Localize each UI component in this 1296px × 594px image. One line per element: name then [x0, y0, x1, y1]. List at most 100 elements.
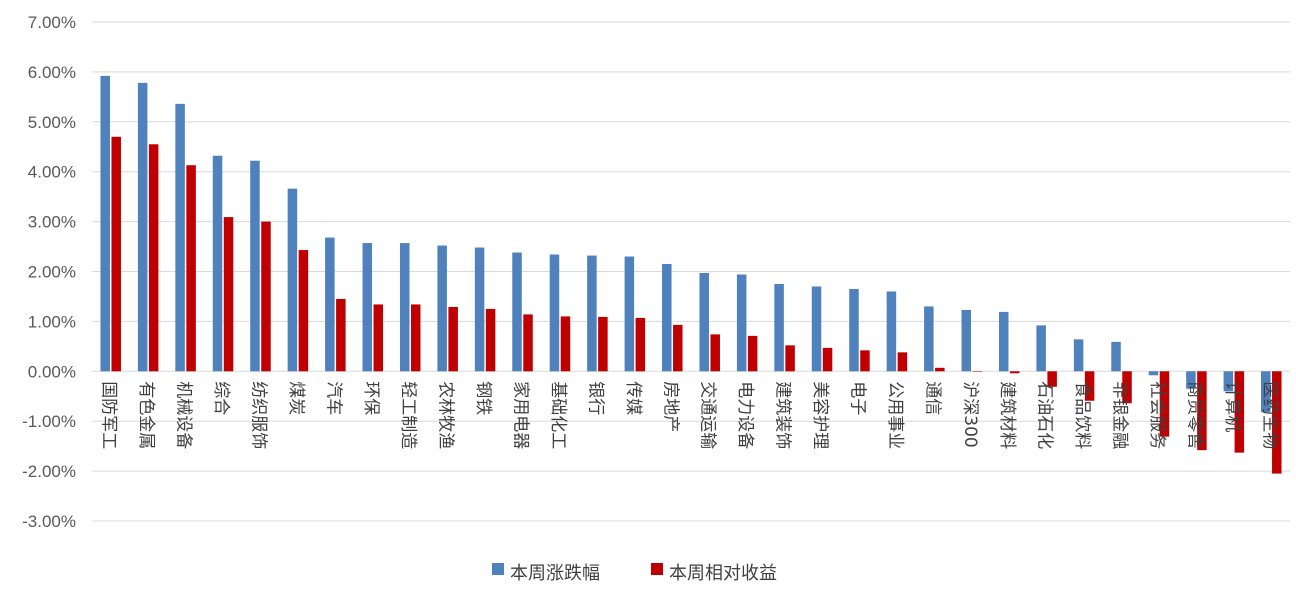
x-category-label: 基础化工 — [548, 381, 568, 449]
y-tick-label: 6.00% — [28, 63, 76, 82]
bar-relative-return — [1159, 371, 1170, 437]
x-category-label: 非银金融 — [1110, 381, 1130, 449]
bar-weekly-change — [287, 188, 298, 372]
x-category-label: 纺织服饰 — [248, 381, 268, 449]
bar-weekly-change — [137, 82, 148, 372]
x-category-label: 建筑材料 — [997, 381, 1017, 449]
x-category-label: 医药生物 — [1259, 381, 1279, 449]
x-category-label: 电力设备 — [735, 381, 755, 449]
x-category-label: 钢铁 — [473, 381, 493, 415]
bar-weekly-change — [1111, 341, 1121, 372]
bar-weekly-change — [811, 286, 822, 372]
x-category-label: 计算机 — [1222, 381, 1242, 432]
x-category-label: 商贸零售 — [1184, 381, 1204, 449]
legend: 本周涨跌幅 本周相对收益 — [492, 563, 777, 584]
x-category-label: 公用事业 — [885, 381, 905, 449]
bar-weekly-change — [362, 243, 373, 372]
x-category-label: 美容护理 — [810, 381, 830, 449]
x-category-label: 国防军工 — [99, 381, 119, 449]
x-category-label: 社会服务 — [1147, 381, 1167, 449]
x-category-label: 家用电器 — [511, 381, 531, 449]
bar-weekly-change — [736, 274, 747, 372]
y-tick-label: -3.00% — [22, 512, 76, 531]
bar-relative-return — [523, 314, 533, 372]
y-tick-label: 1.00% — [28, 312, 76, 331]
bar-relative-return — [897, 352, 908, 372]
y-axis-ticks: -3.00% -2.00% -1.00% 0.00% 1.00% 2.00% 3.00% 4.… — [22, 13, 76, 531]
bar-relative-return — [935, 367, 945, 372]
bar-weekly-change — [1073, 339, 1084, 372]
x-axis-category-labels: 国防军工 有色金属 机械设备 综合 纺织服饰 煤炭 汽车 环保 轻工制造 农林牧渔 钢铁 家用电器 基础… — [99, 381, 1280, 449]
bars — [100, 75, 1282, 474]
bar-relative-return — [1122, 371, 1132, 404]
y-tick-label: 7.00% — [28, 13, 76, 32]
bar-weekly-change — [699, 272, 709, 372]
bar-relative-return — [261, 221, 271, 372]
bar-weekly-change — [212, 155, 223, 372]
x-category-label: 传媒 — [623, 381, 643, 415]
bar-weekly-change — [1223, 371, 1234, 392]
bar-relative-return — [1009, 371, 1020, 374]
bar-weekly-change — [774, 283, 784, 372]
x-category-label: 交通运输 — [698, 381, 718, 449]
bar-relative-return — [186, 165, 196, 372]
legend-swatch-weekly-change — [492, 563, 504, 575]
x-category-label: 农林牧渔 — [436, 381, 456, 449]
bar-weekly-change — [100, 75, 110, 372]
bar-weekly-change — [961, 309, 972, 372]
y-tick-label: -1.00% — [22, 412, 76, 431]
bar-relative-return — [485, 308, 496, 372]
bar-relative-return — [223, 217, 234, 372]
bar-weekly-change — [399, 243, 410, 372]
x-category-label: 环保 — [361, 381, 381, 415]
bar-relative-return — [560, 316, 571, 372]
y-tick-label: 4.00% — [28, 163, 76, 182]
bar-weekly-change — [175, 103, 185, 372]
bar-relative-return — [336, 298, 346, 372]
y-tick-label: 5.00% — [28, 113, 76, 132]
y-tick-label: -2.00% — [22, 462, 76, 481]
bar-relative-return — [673, 324, 683, 372]
x-category-label: 轻工制造 — [398, 381, 418, 449]
bar-relative-return — [972, 371, 983, 372]
bar-weekly-change — [998, 311, 1009, 372]
bar-relative-return — [111, 136, 121, 372]
bar-relative-return — [1084, 371, 1095, 401]
legend-label-weekly-change: 本周涨跌幅 — [510, 563, 600, 584]
bar-relative-return — [1234, 371, 1245, 453]
bar-relative-return — [373, 304, 384, 372]
bar-relative-return — [410, 304, 421, 372]
x-category-label: 食品饮料 — [1072, 381, 1092, 449]
x-category-label: 综合 — [211, 381, 231, 415]
bar-weekly-change — [587, 255, 597, 372]
x-category-label: 银行 — [585, 381, 605, 415]
bar-weekly-change — [549, 254, 560, 372]
y-tick-label: 0.00% — [28, 362, 76, 381]
bar-weekly-change — [1148, 371, 1159, 376]
bar-weekly-change — [1261, 371, 1271, 413]
bar-weekly-change — [924, 306, 934, 372]
y-tick-label: 3.00% — [28, 213, 76, 232]
bar-relative-return — [148, 144, 159, 372]
bar-relative-return — [448, 306, 458, 372]
bar-relative-return — [710, 334, 720, 372]
bar-weekly-change — [624, 256, 635, 372]
bar-relative-return — [822, 347, 833, 372]
bar-relative-return — [598, 316, 608, 372]
x-category-label: 通信 — [922, 381, 942, 415]
bar-weekly-change — [886, 291, 897, 372]
y-tick-label: 2.00% — [28, 263, 76, 282]
x-category-label: 煤炭 — [286, 381, 306, 415]
legend-label-relative-return: 本周相对收益 — [669, 563, 777, 584]
bar-relative-return — [298, 250, 309, 372]
bar-weekly-change — [474, 247, 485, 372]
bar-weekly-change — [437, 245, 447, 372]
bar-relative-return — [1272, 371, 1282, 474]
bar-relative-return — [635, 317, 646, 372]
bar-weekly-change — [1186, 371, 1196, 389]
bar-relative-return — [860, 350, 870, 372]
bar-relative-return — [1197, 371, 1207, 451]
x-category-label: 建筑装饰 — [773, 381, 793, 449]
legend-swatch-relative-return — [651, 563, 663, 575]
